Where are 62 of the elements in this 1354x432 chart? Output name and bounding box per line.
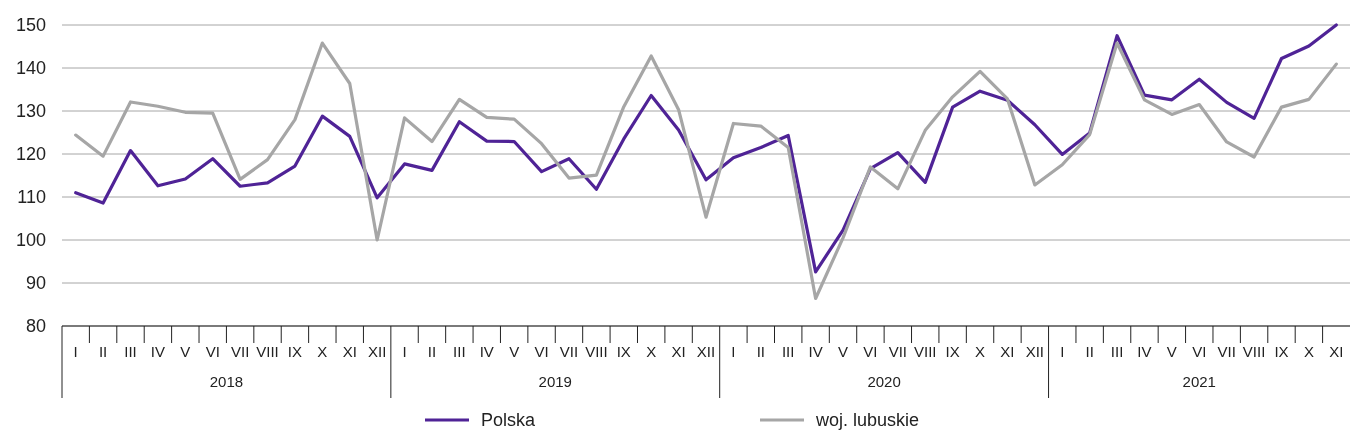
x-tick-label: XI [1000, 343, 1015, 361]
x-tick-label: II [427, 343, 437, 361]
x-tick-label: IX [1274, 343, 1289, 361]
x-tick-label: V [838, 343, 849, 361]
x-tick-label: II [1085, 343, 1094, 361]
y-tick-label: 120 [15, 144, 46, 165]
x-tick-label: IV [150, 343, 166, 361]
x-tick-label: IX [287, 343, 303, 361]
y-tick-label: 80 [25, 316, 46, 337]
y-tick-label: 90 [25, 273, 46, 294]
x-tick-label: VII [230, 343, 250, 361]
x-tick-label: I [1060, 343, 1065, 361]
x-tick-label: IX [616, 343, 631, 361]
x-tick-label: VII [888, 343, 907, 361]
x-tick-label: IX [945, 343, 960, 361]
x-tick-label: I [73, 343, 78, 361]
legend-label: Polska [481, 410, 537, 431]
y-tick-label: 110 [17, 187, 46, 208]
x-tick-label: VII [559, 343, 579, 361]
x-tick-label: I [731, 343, 736, 361]
legend-label: woj. lubuskie [815, 410, 920, 431]
x-tick-label: V [180, 343, 191, 361]
x-tick-label: IV [479, 343, 494, 361]
x-tick-label: I [402, 343, 407, 361]
x-tick-label: III [453, 343, 466, 361]
x-tick-label: XI [1329, 343, 1344, 361]
text: 2018 [209, 373, 244, 390]
x-tick-label: III [1110, 343, 1124, 361]
y-tick-label: 140 [15, 58, 46, 79]
x-tick-label: II [756, 343, 765, 361]
x-tick-label: VII [1217, 343, 1236, 361]
x-tick-label: XI [342, 343, 357, 361]
x-tick-label: XII [1025, 343, 1045, 361]
y-tick-label: 150 [15, 15, 46, 36]
x-tick-label: VI [1192, 343, 1207, 361]
line-series [74, 23, 1338, 274]
y-tick-label: 100 [15, 230, 46, 251]
x-tick-label: III [124, 343, 137, 361]
x-tick-label: X [646, 343, 657, 361]
x-tick-label: VI [205, 343, 220, 361]
x-tick-label: VIII [913, 343, 937, 361]
text: 2019 [538, 373, 572, 390]
x-tick-label: V [509, 343, 520, 361]
x-tick-label: VIII [585, 343, 608, 361]
x-tick-label: X [975, 343, 986, 361]
x-tick-label: III [781, 343, 795, 361]
y-tick-label: 130 [15, 101, 46, 122]
x-tick-label: X [1303, 343, 1314, 361]
x-tick-label: II [98, 343, 108, 361]
x-tick-label: IV [808, 343, 823, 361]
x-tick-label: VIII [256, 343, 279, 361]
x-tick-label: XII [696, 343, 716, 361]
x-tick-label: VI [534, 343, 549, 361]
x-tick-label: V [1166, 343, 1177, 361]
x-tick-label: XI [671, 343, 686, 361]
text: 2020 [867, 373, 901, 390]
x-tick-label: X [317, 343, 328, 361]
text: 2021 [1182, 373, 1216, 390]
x-tick-label: IV [1137, 343, 1152, 361]
x-tick-label: VI [863, 343, 878, 361]
x-tick-label: VIII [1242, 343, 1266, 361]
x-tick-label: XII [367, 343, 387, 361]
